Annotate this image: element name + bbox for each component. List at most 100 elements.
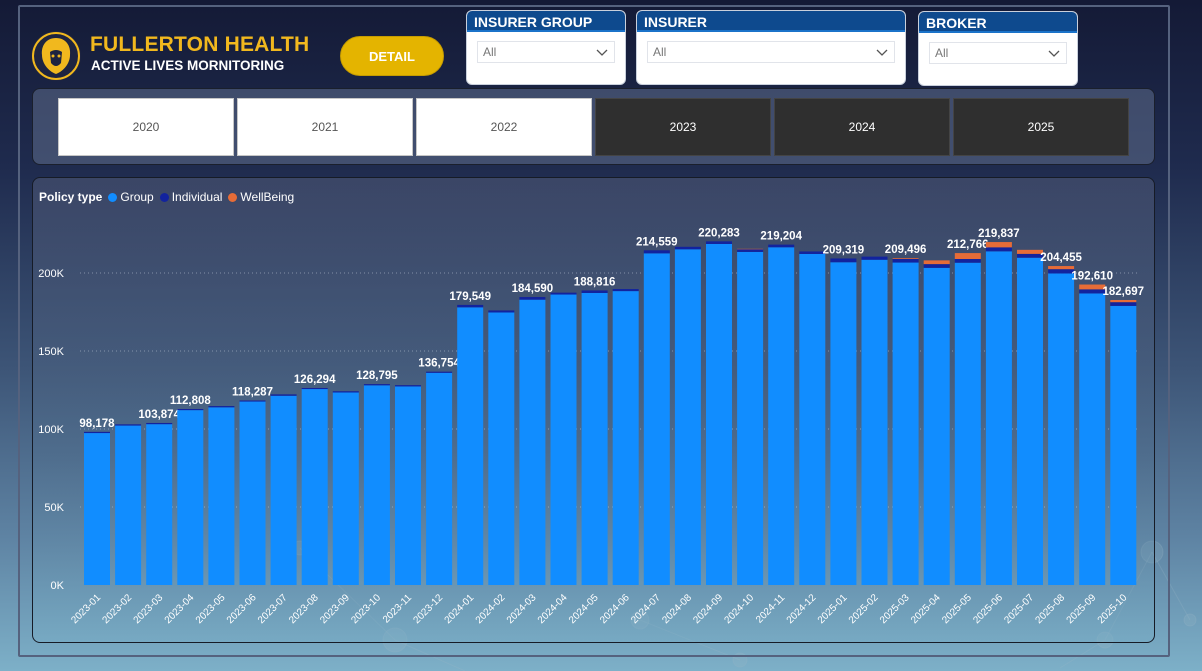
broker-dropdown[interactable]: All (929, 42, 1067, 64)
data-label: 184,590 (512, 283, 554, 295)
bar-segment-group (239, 401, 266, 585)
x-tick-label: 2025-07 (1002, 592, 1036, 626)
year-button-2020[interactable]: 2020 (58, 98, 234, 156)
insurer-group-filter-label: INSURER GROUP (467, 11, 625, 32)
bar-segment-group (954, 262, 981, 585)
x-tick-label: 2025-08 (1033, 592, 1067, 626)
data-label: 214,559 (636, 236, 678, 248)
data-label: 209,319 (823, 244, 865, 256)
bar-segment-group (830, 262, 857, 585)
data-label: 126,294 (294, 374, 336, 386)
bar-segment-group (1017, 257, 1043, 585)
brand-subtitle: ACTIVE LIVES MORNITORING (91, 58, 285, 73)
data-label: 192,610 (1071, 271, 1113, 283)
data-label: 182,697 (1103, 286, 1145, 298)
x-tick-label: 2024-06 (598, 592, 632, 626)
insurer-dropdown[interactable]: All (647, 41, 895, 63)
data-label: 212,766 (947, 239, 989, 251)
bar-segment-group (581, 292, 608, 585)
bar-segment-wellbeing (954, 253, 981, 260)
dashboard-frame (18, 5, 1170, 657)
bar-segment-individual (706, 241, 732, 244)
legend-item-group[interactable]: Group (108, 190, 154, 204)
x-tick-label: 2024-09 (691, 592, 725, 626)
bar-segment-individual (799, 251, 826, 254)
x-tick-label: 2025-03 (878, 592, 912, 626)
bar-segment-group (706, 243, 732, 585)
bar-segment-individual (923, 264, 950, 268)
bar-segment-group (301, 389, 328, 585)
x-tick-label: 2023-03 (132, 592, 166, 626)
broker-value: All (935, 46, 949, 60)
bar-segment-group (892, 262, 919, 585)
bar-segment-group (84, 433, 110, 585)
y-tick-label: 100K (38, 424, 64, 436)
bar-segment-group (270, 395, 297, 585)
bar-segment-group (643, 253, 670, 585)
bar-segment-group (768, 247, 795, 585)
x-tick-label: 2025-01 (816, 592, 850, 626)
bar-segment-group (488, 312, 515, 585)
x-tick-label: 2025-05 (940, 592, 974, 626)
bar-segment-individual (830, 258, 857, 263)
bar-segment-individual (239, 400, 266, 402)
year-button-2021[interactable]: 2021 (237, 98, 413, 156)
chart-legend: Policy type Group Individual WellBeing (39, 190, 300, 204)
bar-segment-individual (1110, 302, 1137, 306)
bar-segment-individual (426, 371, 453, 373)
chevron-down-icon (596, 49, 608, 56)
bar-segment-individual (84, 431, 110, 434)
x-tick-label: 2023-05 (194, 592, 228, 626)
y-tick-label: 150K (38, 346, 64, 358)
bar-segment-group (1110, 305, 1137, 585)
bar-segment-group (985, 251, 1012, 586)
bar-segment-group (1079, 293, 1106, 585)
insurer-group-value: All (483, 45, 497, 59)
bar-segment-wellbeing (1110, 299, 1137, 303)
bar-segment-group (799, 253, 826, 585)
legend-dot-wellbeing (228, 192, 238, 202)
legend-item-wellbeing[interactable]: WellBeing (228, 190, 294, 204)
x-tick-label: 2023-09 (318, 592, 352, 626)
legend-label-wellbeing: WellBeing (240, 190, 295, 204)
bar-segment-individual (674, 246, 701, 250)
insurer-group-dropdown[interactable]: All (477, 41, 615, 63)
lion-logo-icon (30, 30, 82, 82)
data-label: 219,204 (760, 231, 802, 243)
legend-label-individual: Individual (171, 190, 223, 204)
bar-segment-individual (332, 391, 359, 393)
year-button-2022[interactable]: 2022 (416, 98, 592, 156)
x-tick-label: 2024-02 (474, 592, 508, 626)
bar-segment-group (363, 385, 390, 585)
bar-segment-group (426, 372, 453, 585)
bar-segment-group (550, 294, 577, 585)
bar-segment-individual (768, 244, 795, 248)
data-label: 188,816 (574, 276, 616, 288)
year-button-2024[interactable]: 2024 (774, 98, 950, 156)
bar-segment-group (115, 425, 142, 585)
x-tick-label: 2024-08 (660, 592, 694, 626)
x-tick-label: 2024-12 (785, 592, 819, 626)
insurer-filter: INSURER All (636, 10, 906, 85)
year-button-2023[interactable]: 2023 (595, 98, 771, 156)
legend-dot-individual (159, 192, 169, 202)
x-tick-label: 2024-05 (567, 592, 601, 626)
x-tick-label: 2023-02 (100, 592, 134, 626)
broker-filter-label: BROKER (919, 12, 1077, 33)
bar-segment-individual (301, 387, 328, 390)
bar-segment-individual (1079, 289, 1106, 294)
year-button-2025[interactable]: 2025 (953, 98, 1129, 156)
data-label: 103,874 (138, 409, 180, 421)
data-label: 209,496 (885, 244, 927, 256)
bar-segment-group (612, 291, 639, 585)
detail-button[interactable]: DETAIL (340, 36, 444, 76)
bar-segment-individual (363, 384, 390, 386)
bar-segment-individual (985, 247, 1012, 252)
chevron-down-icon (1048, 50, 1060, 57)
x-tick-label: 2024-03 (505, 592, 539, 626)
bar-segment-individual (457, 304, 484, 308)
legend-item-individual[interactable]: Individual (159, 190, 223, 204)
x-tick-label: 2023-12 (411, 592, 445, 626)
bar-segment-wellbeing (1048, 266, 1075, 270)
bar-segment-individual (581, 290, 608, 293)
